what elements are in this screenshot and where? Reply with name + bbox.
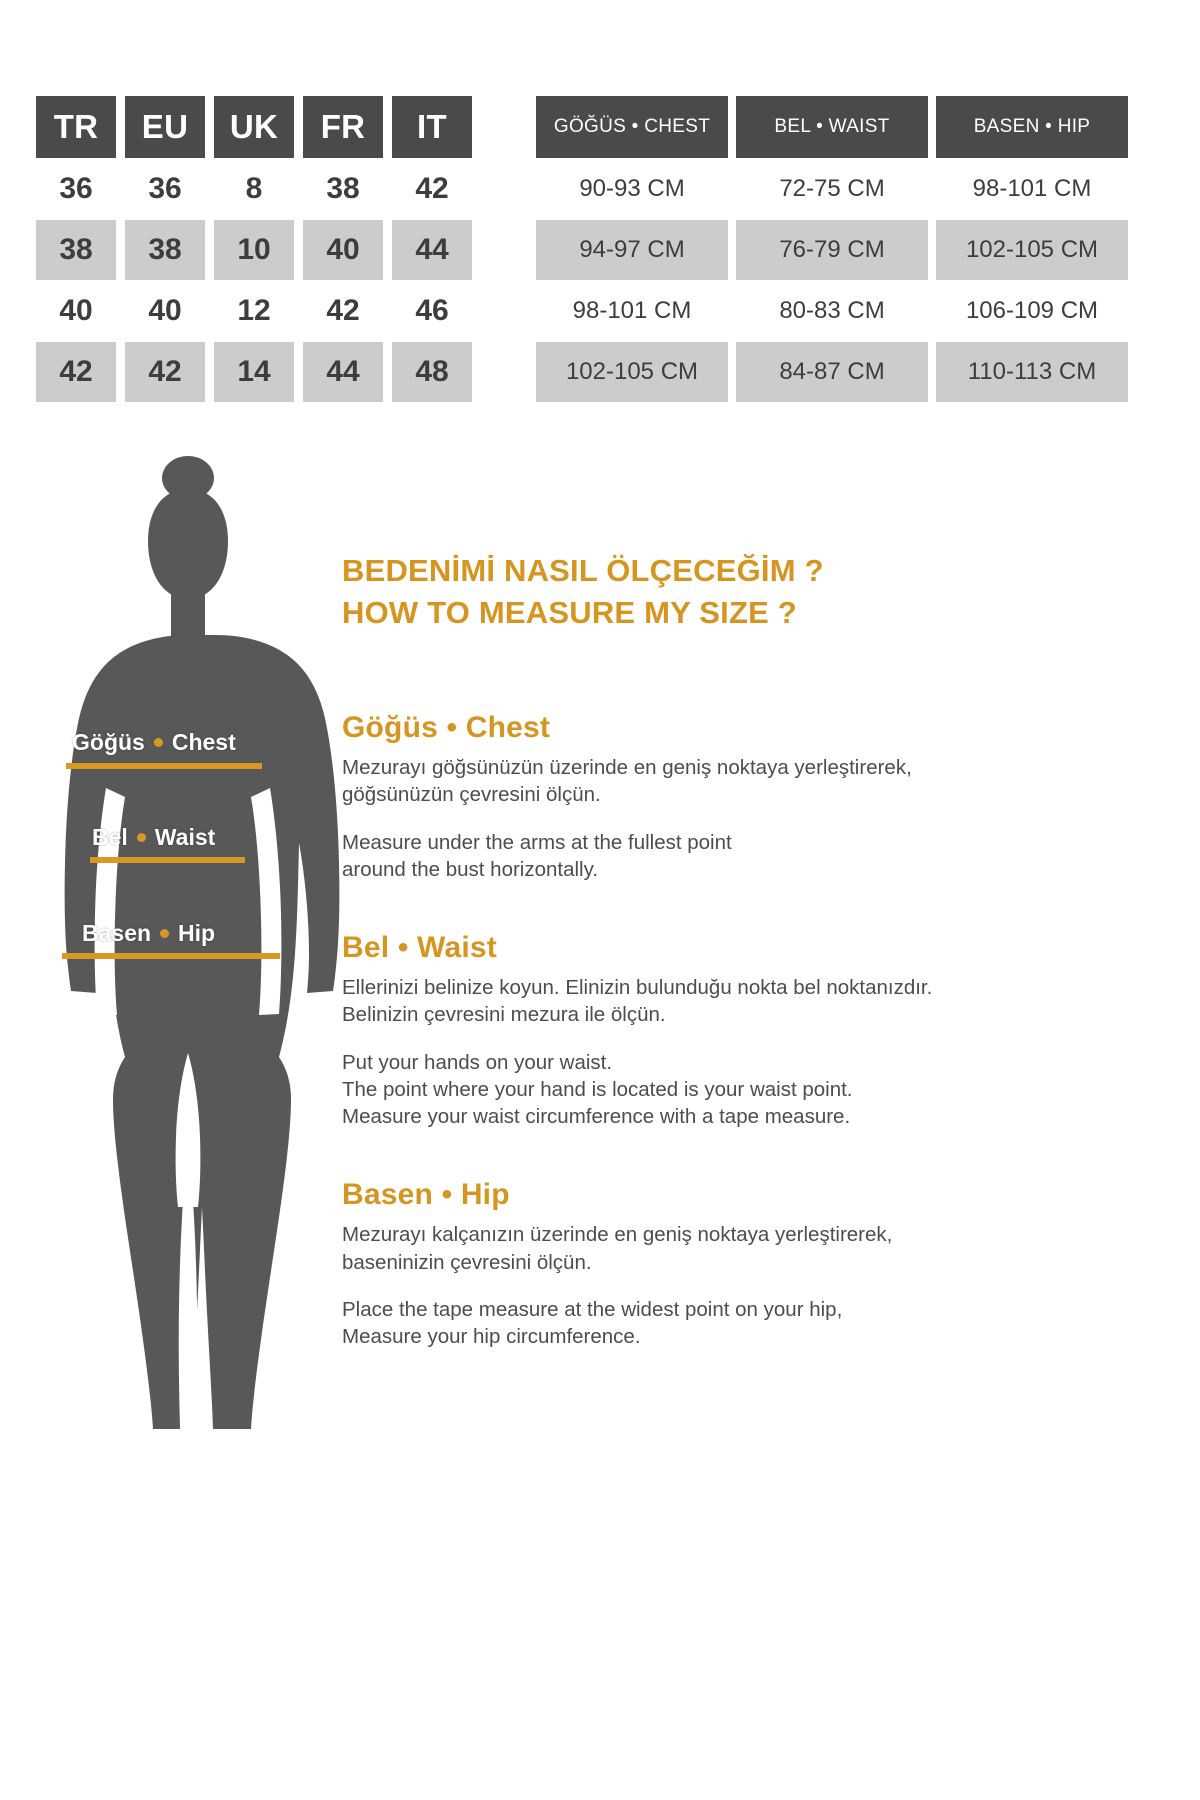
figure-label-waist-en: Waist (154, 824, 216, 850)
bullet-dot-icon (160, 929, 170, 938)
section-waist: Bel • Waist Ellerinizi belinize koyun. E… (342, 931, 1182, 1130)
figure-label-hip-tr: Basen (82, 920, 152, 946)
table-cell: 12 (214, 281, 294, 341)
international-size-table: TR EU UK FR IT 36 36 8 38 42 38 38 10 40 44 40 40 12 42… (36, 96, 481, 403)
table-cell: 102-105 CM (536, 342, 728, 402)
table-cell: 44 (303, 342, 383, 402)
table-cell: 42 (125, 342, 205, 402)
chest-measure-line (66, 763, 262, 769)
figure-label-waist-tr: Bel (92, 824, 128, 850)
waist-measure-line (90, 857, 245, 863)
table-cell: 40 (303, 220, 383, 280)
section-heading: Göğüs • Chest (342, 711, 551, 745)
section-hip: Basen • Hip Mezurayı kalçanızın üzerinde… (342, 1178, 1182, 1350)
measurement-guide-area: Göğüs Chest Bel Waist Basen Hip BEDENİMİ… (0, 445, 1200, 1800)
table-row: 40 40 12 42 46 (36, 281, 481, 341)
section-paragraph-tr: Mezurayı kalçanızın üzerinde en geniş no… (342, 1223, 893, 1274)
figure-label-hip: Basen Hip (82, 920, 215, 947)
table-cell: 14 (214, 342, 294, 402)
female-body-silhouette-icon (64, 456, 340, 1501)
table-header-row: GÖĞÜS • CHEST BEL • WAIST BASEN • HIP (536, 96, 1136, 158)
section-heading: Bel • Waist (342, 931, 497, 965)
table-row: 36 36 8 38 42 (36, 159, 481, 219)
table-header-cell: BASEN • HIP (936, 96, 1128, 158)
table-cell: 72-75 CM (736, 159, 928, 219)
guide-title-en: HOW TO MEASURE MY SIZE ? (342, 594, 797, 630)
table-cell: 10 (214, 220, 294, 280)
table-header-cell: UK (214, 96, 294, 158)
table-header-cell: TR (36, 96, 116, 158)
table-cell: 48 (392, 342, 472, 402)
table-cell: 90-93 CM (536, 159, 728, 219)
table-cell: 40 (36, 281, 116, 341)
table-cell: 98-101 CM (536, 281, 728, 341)
section-paragraph-en: Measure under the arms at the fullest po… (342, 830, 732, 881)
table-cell: 44 (392, 220, 472, 280)
table-cell: 98-101 CM (936, 159, 1128, 219)
table-cell: 46 (392, 281, 472, 341)
figure-label-waist: Bel Waist (92, 824, 215, 851)
table-row: 102-105 CM 84-87 CM 110-113 CM (536, 342, 1136, 402)
table-cell: 36 (36, 159, 116, 219)
table-cell: 38 (125, 220, 205, 280)
section-paragraph-tr: Mezurayı göğsünüzün üzerinde en geniş no… (342, 756, 912, 807)
table-cell: 76-79 CM (736, 220, 928, 280)
table-header-cell: BEL • WAIST (736, 96, 928, 158)
table-header-cell: EU (125, 96, 205, 158)
figure-label-hip-en: Hip (178, 920, 216, 946)
table-cell: 84-87 CM (736, 342, 928, 402)
table-cell: 42 (303, 281, 383, 341)
table-cell: 8 (214, 159, 294, 219)
section-paragraph-en: Place the tape measure at the widest poi… (342, 1297, 843, 1349)
table-cell: 42 (36, 342, 116, 402)
figure-label-chest-tr: Göğüs (72, 729, 145, 755)
figure-label-chest: Göğüs Chest (72, 729, 236, 756)
table-row: 98-101 CM 80-83 CM 106-109 CM (536, 281, 1136, 341)
section-paragraph-tr: Ellerinizi belinize koyun. Elinizin bulu… (342, 976, 933, 1027)
table-header-cell: IT (392, 96, 472, 158)
table-header-cell: FR (303, 96, 383, 158)
table-cell: 40 (125, 281, 205, 341)
table-cell: 42 (392, 159, 472, 219)
bullet-dot-icon (153, 738, 163, 747)
table-cell: 36 (125, 159, 205, 219)
table-cell: 38 (36, 220, 116, 280)
guide-title: BEDENİMİ NASIL ÖLÇECEĞİM ? HOW TO MEASUR… (342, 550, 1182, 633)
section-heading: Basen • Hip (342, 1178, 510, 1212)
body-measurement-table: GÖĞÜS • CHEST BEL • WAIST BASEN • HIP 90-9… (536, 96, 1136, 403)
table-cell: 110-113 CM (936, 342, 1128, 402)
table-cell: 94-97 CM (536, 220, 728, 280)
size-tables-area: TR EU UK FR IT 36 36 8 38 42 38 38 10 40 44 40 40 12 42… (0, 96, 1200, 403)
figure-label-chest-en: Chest (171, 729, 236, 755)
table-row: 38 38 10 40 44 (36, 220, 481, 280)
table-row: 42 42 14 44 48 (36, 342, 481, 402)
bullet-dot-icon (136, 833, 146, 842)
table-cell: 80-83 CM (736, 281, 928, 341)
table-cell: 38 (303, 159, 383, 219)
table-row: 90-93 CM 72-75 CM 98-101 CM (536, 159, 1136, 219)
table-header-cell: GÖĞÜS • CHEST (536, 96, 728, 158)
hip-measure-line (62, 953, 280, 959)
table-row: 94-97 CM 76-79 CM 102-105 CM (536, 220, 1136, 280)
section-paragraph-en: Put your hands on your waist. The point … (342, 1050, 853, 1129)
guide-title-tr: BEDENİMİ NASIL ÖLÇECEĞİM ? (342, 553, 824, 588)
table-cell: 102-105 CM (936, 220, 1128, 280)
section-chest: Göğüs • Chest Mezurayı göğsünüzün üzerin… (342, 711, 1182, 883)
table-cell: 106-109 CM (936, 281, 1128, 341)
measure-instructions: BEDENİMİ NASIL ÖLÇECEĞİM ? HOW TO MEASUR… (342, 550, 1182, 1350)
table-header-row: TR EU UK FR IT (36, 96, 481, 158)
